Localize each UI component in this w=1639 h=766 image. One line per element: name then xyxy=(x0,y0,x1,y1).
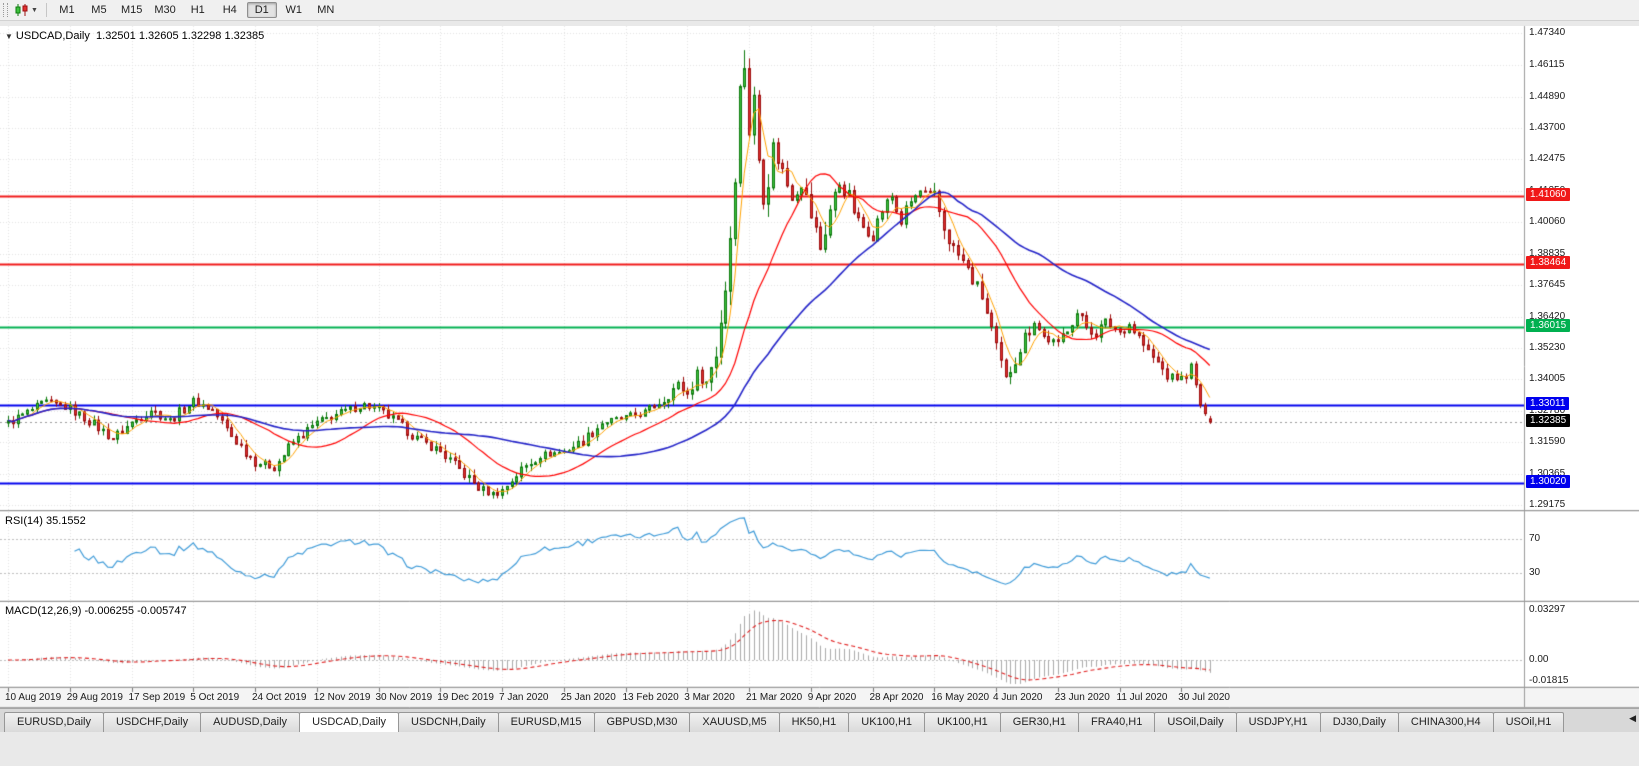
chart-tab-usdcnh-daily[interactable]: USDCNH,Daily xyxy=(398,712,499,732)
chart-tab-usdchf-daily[interactable]: USDCHF,Daily xyxy=(102,712,202,732)
chart-tab-usdcad-daily[interactable]: USDCAD,Daily xyxy=(299,712,400,732)
chart-tab-eurusd-daily[interactable]: EURUSD,Daily xyxy=(4,712,104,732)
chart-tab-usdjpy-h1[interactable]: USDJPY,H1 xyxy=(1235,712,1321,732)
chart-tab-uk100-h1[interactable]: UK100,H1 xyxy=(848,712,926,732)
chart-tab-bar: EURUSD,Daily USDCHF,Daily AUDUSD,Daily USDC… xyxy=(0,708,1639,732)
chart-tab-usoil-h1[interactable]: USOil,H1 xyxy=(1492,712,1565,732)
tab-scroll-left-icon[interactable]: ◀ xyxy=(1629,713,1636,723)
chart-tab-gbpusd-m30[interactable]: GBPUSD,M30 xyxy=(593,712,691,732)
chart-tab-xauusd-m5[interactable]: XAUUSD,M5 xyxy=(689,712,780,732)
chart-tab-uk100-h1[interactable]: UK100,H1 xyxy=(924,712,1001,732)
chart-tab-ger30-h1[interactable]: GER30,H1 xyxy=(999,712,1079,732)
chart-tab-china300-h4[interactable]: CHINA300,H4 xyxy=(1397,712,1494,732)
chart-tab-usoil-daily[interactable]: USOil,Daily xyxy=(1154,712,1237,732)
chart-tab-eurusd-m15[interactable]: EURUSD,M15 xyxy=(497,712,595,732)
chart-tab-fra40-h1[interactable]: FRA40,H1 xyxy=(1077,712,1156,732)
chart-tab-hk50-h1[interactable]: HK50,H1 xyxy=(778,712,850,732)
chart-tab-dj30-daily[interactable]: DJ30,Daily xyxy=(1319,712,1399,732)
chart-tab-audusd-daily[interactable]: AUDUSD,Daily xyxy=(200,712,301,732)
